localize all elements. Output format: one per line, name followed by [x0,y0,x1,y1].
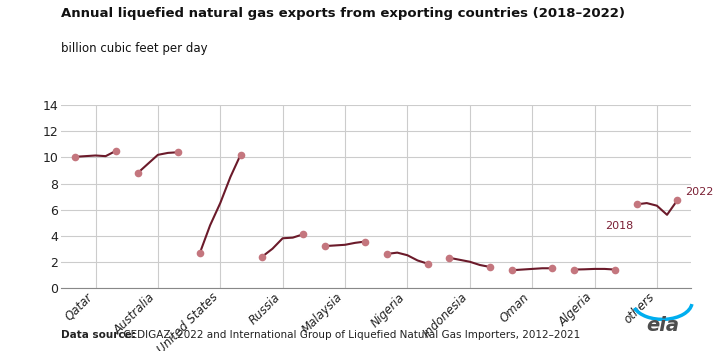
Text: billion cubic feet per day: billion cubic feet per day [61,42,208,55]
Text: 2022: 2022 [685,187,713,197]
Text: Annual liquefied natural gas exports from exporting countries (2018–2022): Annual liquefied natural gas exports fro… [61,7,625,20]
Text: eia: eia [646,316,679,335]
Text: CEDIGAZ, 2022 and International Group of Liquefied Natural Gas Importers, 2012–2: CEDIGAZ, 2022 and International Group of… [120,331,580,340]
Text: Data source:: Data source: [61,331,136,340]
Text: 2018: 2018 [605,221,634,231]
